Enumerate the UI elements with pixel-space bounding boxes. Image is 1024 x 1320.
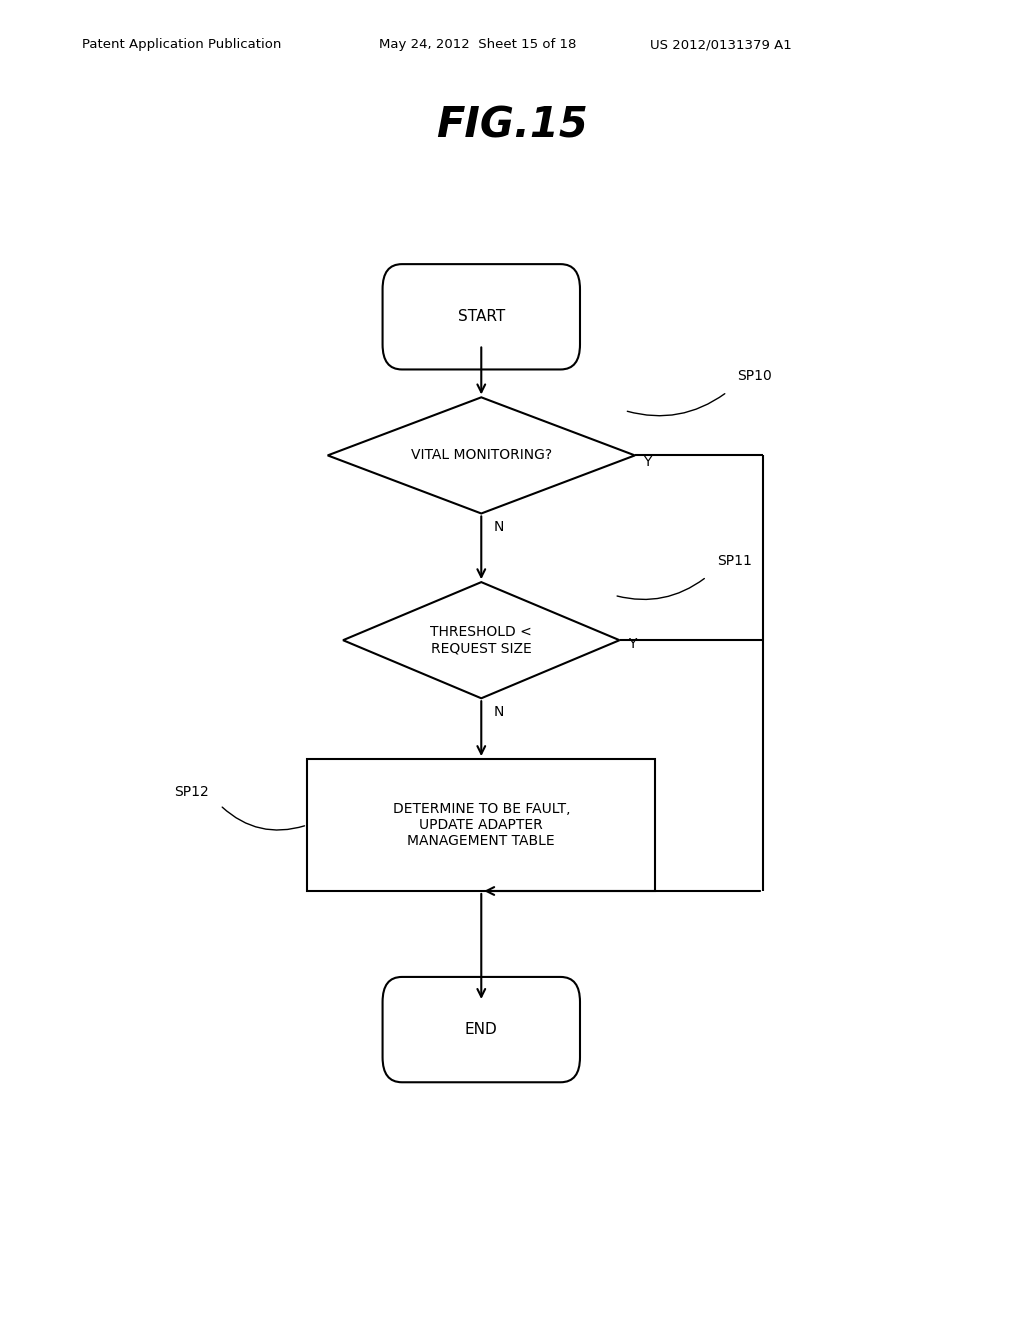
- FancyBboxPatch shape: [383, 977, 580, 1082]
- Text: DETERMINE TO BE FAULT,
UPDATE ADAPTER
MANAGEMENT TABLE: DETERMINE TO BE FAULT, UPDATE ADAPTER MA…: [392, 801, 570, 849]
- Text: N: N: [494, 520, 504, 535]
- Text: N: N: [494, 705, 504, 719]
- Polygon shape: [343, 582, 620, 698]
- Text: SP11: SP11: [717, 554, 752, 568]
- FancyBboxPatch shape: [383, 264, 580, 370]
- Text: Patent Application Publication: Patent Application Publication: [82, 38, 282, 51]
- Text: FIG.15: FIG.15: [436, 104, 588, 147]
- Text: THRESHOLD <
REQUEST SIZE: THRESHOLD < REQUEST SIZE: [430, 626, 532, 655]
- Bar: [307, 759, 655, 891]
- Text: SP12: SP12: [174, 785, 209, 799]
- Text: Y: Y: [628, 638, 636, 651]
- Text: SP10: SP10: [737, 370, 772, 383]
- Text: START: START: [458, 309, 505, 325]
- Text: Y: Y: [643, 455, 651, 469]
- Text: US 2012/0131379 A1: US 2012/0131379 A1: [650, 38, 792, 51]
- Text: END: END: [465, 1022, 498, 1038]
- Polygon shape: [328, 397, 635, 513]
- Text: VITAL MONITORING?: VITAL MONITORING?: [411, 449, 552, 462]
- Text: May 24, 2012  Sheet 15 of 18: May 24, 2012 Sheet 15 of 18: [379, 38, 577, 51]
